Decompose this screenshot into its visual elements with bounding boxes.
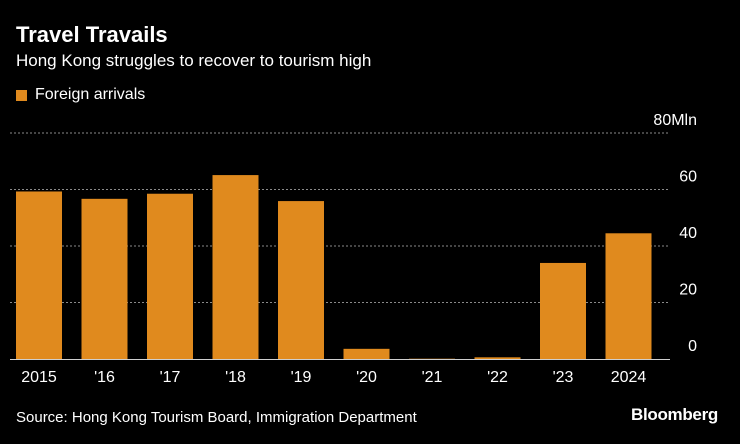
chart-title: Travel Travails	[16, 22, 168, 47]
bloomberg-logo: Bloomberg	[630, 405, 718, 424]
legend-swatch	[16, 89, 27, 101]
bar	[147, 193, 193, 359]
bar	[81, 198, 128, 359]
x-tick-label: 2024	[611, 369, 647, 386]
y-tick-label: 20	[679, 282, 697, 299]
x-tick-label: '19	[291, 369, 312, 386]
bar	[212, 175, 259, 359]
x-tick-label: '22	[487, 369, 508, 386]
bar	[16, 191, 62, 359]
y-tick-label: 0	[688, 338, 697, 355]
bar	[278, 201, 324, 359]
bar	[343, 348, 390, 359]
bar	[474, 357, 521, 359]
y-tick-label: 60	[679, 169, 697, 186]
source-note: Source: Hong Kong Tourism Board, Immigra…	[16, 409, 417, 426]
y-tick-label: 40	[679, 225, 697, 242]
x-tick-label: '23	[553, 369, 574, 386]
bar	[605, 233, 652, 359]
chart-subtitle: Hong Kong struggles to recover to touris…	[16, 51, 372, 70]
y-tick-label: 80Mln	[653, 112, 697, 129]
x-tick-label: '17	[160, 369, 181, 386]
x-tick-label: '21	[422, 369, 443, 386]
x-tick-label: '20	[356, 369, 377, 386]
bar	[540, 262, 586, 359]
x-tick-label: 2015	[21, 369, 57, 386]
x-tick-label: '18	[225, 369, 246, 386]
legend: Foreign arrivals	[16, 86, 145, 104]
bar-chart: 0 20 40 60 80Mln 2015 '16 '17 '18 '19 '20 '21 '22 '23…	[10, 112, 697, 386]
x-tick-label: '16	[94, 369, 115, 386]
legend-label: Foreign arrivals	[35, 86, 146, 103]
